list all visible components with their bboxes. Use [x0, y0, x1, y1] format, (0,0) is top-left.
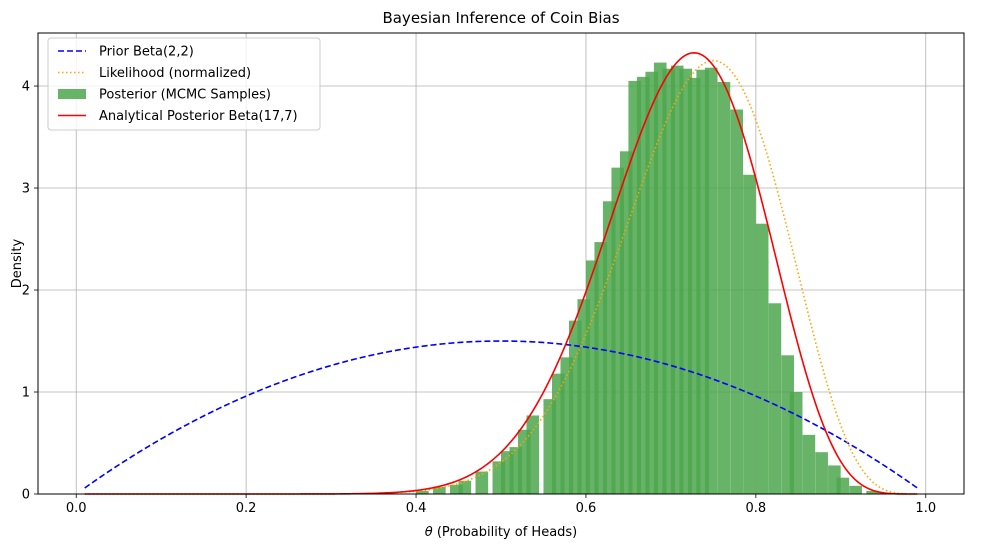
- legend-label: Likelihood (normalized): [99, 66, 251, 81]
- y-axis-label: Density: [10, 238, 25, 288]
- y-tick-label: 3: [22, 182, 30, 197]
- histogram-bar: [743, 174, 756, 494]
- histogram-bar: [789, 392, 803, 494]
- ticks-layer: 0.0 0.2 0.4 0.6 0.8 1.0 0 1 2 3 4: [22, 80, 936, 516]
- x-tick-label: 0.0: [66, 501, 87, 516]
- y-tick-label: 1: [22, 386, 30, 401]
- x-axis-text: (Probability of Heads): [433, 525, 578, 540]
- x-tick-label: 0.8: [746, 501, 767, 516]
- histogram-bar: [526, 415, 540, 494]
- x-tick-label: 1.0: [915, 501, 936, 516]
- plot-frame: [37, 32, 965, 495]
- x-tick-label: 0.6: [576, 501, 597, 516]
- x-axis-symbol: θ: [425, 525, 433, 540]
- legend-swatch: [58, 89, 86, 99]
- legend-box: [47, 37, 321, 131]
- y-tick-label: 4: [22, 80, 30, 95]
- histogram-bar: [815, 452, 828, 494]
- legend-label: Prior Beta(2,2): [99, 45, 194, 60]
- series-line: [84, 59, 918, 495]
- histogram-bar: [730, 109, 743, 495]
- legend-label: Analytical Posterior Beta(17,7): [99, 109, 298, 124]
- histogram-bar: [416, 490, 429, 494]
- y-tick-label: 0: [22, 488, 30, 503]
- x-tick-label: 0.2: [236, 501, 257, 516]
- chart-title: Bayesian Inference of Coin Bias: [382, 9, 619, 27]
- histogram-bar: [450, 484, 463, 494]
- histogram-bar: [717, 81, 731, 494]
- histogram-bar: [849, 485, 862, 494]
- legend-label: Posterior (MCMC Samples): [99, 88, 271, 103]
- x-tick-label: 0.4: [406, 501, 427, 516]
- histogram-bar: [704, 67, 718, 494]
- histogram-bar: [768, 303, 782, 494]
- histogram-bar: [866, 490, 879, 494]
- histogram-layer: [416, 62, 892, 495]
- histogram-bar: [433, 486, 446, 494]
- histogram-bar: [802, 434, 816, 494]
- x-axis-label: θ (Probability of Heads): [425, 525, 578, 540]
- legend: Prior Beta(2,2) Likelihood (normalized) Po…: [47, 37, 321, 131]
- y-tick-label: 2: [22, 284, 30, 299]
- histogram-bar: [458, 480, 472, 494]
- histogram-bar: [755, 223, 769, 494]
- histogram-bar: [475, 471, 489, 494]
- histogram-bar: [836, 477, 850, 494]
